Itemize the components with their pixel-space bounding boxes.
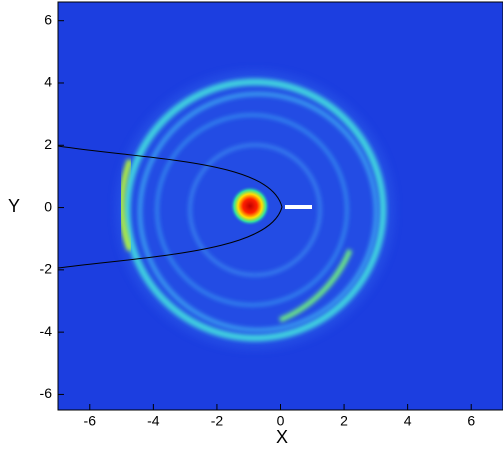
x-tick-label: -2 bbox=[211, 413, 224, 429]
y-tick-label: 2 bbox=[44, 136, 52, 152]
y-tick-label: 4 bbox=[44, 74, 52, 90]
y-tick-label: -6 bbox=[40, 385, 53, 401]
wave-front bbox=[279, 249, 353, 323]
arrow bbox=[285, 205, 312, 209]
y-tick-label: 0 bbox=[44, 198, 52, 214]
y-axis-title: Y bbox=[8, 196, 20, 216]
inner-ring bbox=[155, 113, 349, 307]
outer-ring bbox=[123, 78, 387, 342]
second-ring bbox=[138, 92, 378, 332]
y-tick-label: -2 bbox=[40, 261, 53, 277]
x-tick-label: 2 bbox=[340, 413, 348, 429]
core bbox=[230, 186, 270, 226]
x-tick-label: 4 bbox=[404, 413, 412, 429]
inner-ring bbox=[188, 143, 322, 277]
y-tick-label: 6 bbox=[44, 11, 52, 27]
wave-front bbox=[118, 158, 133, 252]
x-tick-label: -4 bbox=[147, 413, 160, 429]
y-tick-label: -4 bbox=[40, 323, 53, 339]
boundary-line bbox=[58, 145, 283, 269]
x-tick-label: 6 bbox=[467, 413, 475, 429]
x-axis-title: X bbox=[276, 427, 288, 447]
x-tick-label: 0 bbox=[277, 413, 285, 429]
contour-field bbox=[58, 2, 503, 410]
x-tick-label: -6 bbox=[84, 413, 97, 429]
